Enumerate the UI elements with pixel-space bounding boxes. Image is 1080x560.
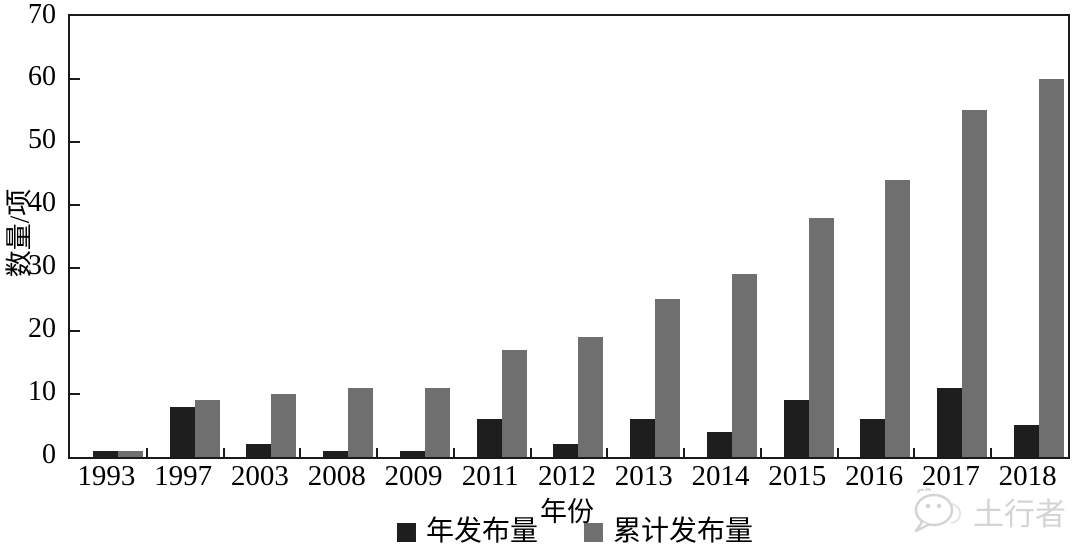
wechat-logo-icon bbox=[914, 488, 962, 533]
bar-annual-2016 bbox=[860, 419, 886, 457]
bar-annual-2017 bbox=[937, 388, 963, 457]
x-tick-label: 1993 bbox=[77, 460, 136, 492]
x-axis-tick bbox=[145, 448, 148, 457]
bar-cumulative-1997 bbox=[194, 400, 220, 457]
y-axis-tick bbox=[70, 141, 80, 143]
x-axis-tick bbox=[913, 448, 916, 457]
bar-cumulative-2009 bbox=[424, 388, 450, 457]
legend-label-cumulative: 累计发布量 bbox=[613, 516, 754, 547]
legend-item-cumulative: 累计发布量 bbox=[584, 518, 753, 546]
bar-annual-2013 bbox=[630, 419, 656, 457]
x-axis-title: 年份 bbox=[540, 497, 594, 527]
watermark-text: 土行者 bbox=[973, 496, 1066, 532]
bar-cumulative-2016 bbox=[885, 180, 911, 457]
bar-cumulative-2017 bbox=[962, 110, 988, 457]
x-tick-label: 1997 bbox=[154, 460, 213, 492]
x-tick-label: 2017 bbox=[921, 460, 980, 492]
x-axis-tick bbox=[990, 448, 993, 457]
y-axis-tick bbox=[70, 78, 80, 80]
x-axis-tick bbox=[836, 448, 839, 457]
legend-item-annual: 年发布量 bbox=[396, 516, 538, 547]
plot-area bbox=[68, 14, 1070, 459]
x-tick-label: 2016 bbox=[845, 460, 904, 492]
x-axis-tick bbox=[606, 448, 609, 457]
x-tick-label: 2013 bbox=[614, 460, 673, 492]
x-axis-tick bbox=[759, 448, 762, 457]
bar-annual-1993 bbox=[92, 451, 118, 457]
bar-cumulative-2012 bbox=[578, 337, 604, 457]
bar-annual-2008 bbox=[323, 451, 349, 457]
y-tick-label: 70 bbox=[28, 0, 56, 30]
x-tick-label: 2003 bbox=[230, 460, 289, 492]
y-axis-tick bbox=[70, 204, 80, 206]
x-tick-label: 2011 bbox=[461, 460, 519, 492]
x-tick-label: 2009 bbox=[384, 460, 443, 492]
y-tick-label: 60 bbox=[28, 61, 56, 92]
bar-cumulative-2011 bbox=[501, 350, 527, 457]
bar-annual-2003 bbox=[246, 444, 272, 457]
bar-cumulative-2018 bbox=[1039, 79, 1064, 457]
bar-annual-2009 bbox=[399, 451, 425, 457]
bar-annual-2014 bbox=[706, 432, 732, 457]
y-tick-label: 30 bbox=[28, 250, 56, 281]
x-axis-tick bbox=[452, 448, 455, 457]
bar-annual-1997 bbox=[169, 407, 195, 457]
y-tick-label: 20 bbox=[28, 313, 56, 344]
x-axis-tick bbox=[683, 448, 686, 457]
bar-annual-2018 bbox=[1014, 425, 1039, 457]
legend: 年发布量 累计发布量 bbox=[396, 516, 753, 547]
x-tick-label: 2018 bbox=[998, 460, 1057, 492]
y-axis-tick bbox=[70, 330, 80, 332]
legend-swatch-cumulative-icon bbox=[584, 522, 603, 542]
y-axis-tick bbox=[70, 393, 80, 395]
x-tick-label: 2008 bbox=[307, 460, 366, 492]
bar-cumulative-2008 bbox=[348, 388, 374, 457]
y-tick-label: 40 bbox=[28, 187, 56, 218]
x-tick-label: 2015 bbox=[768, 460, 827, 492]
bar-cumulative-2015 bbox=[808, 218, 834, 457]
bar-cumulative-1993 bbox=[117, 451, 143, 457]
bar-annual-2012 bbox=[553, 444, 579, 457]
bar-cumulative-2013 bbox=[655, 299, 681, 457]
legend-label-annual: 年发布量 bbox=[425, 516, 538, 547]
x-tick-label: 2012 bbox=[538, 460, 596, 492]
bar-cumulative-2003 bbox=[271, 394, 297, 457]
x-tick-label: 2014 bbox=[691, 460, 750, 492]
x-axis-tick bbox=[222, 448, 225, 457]
y-tick-label: 10 bbox=[28, 376, 56, 407]
x-axis-tick bbox=[299, 448, 302, 457]
x-axis-tick bbox=[376, 448, 379, 457]
legend-swatch-annual-icon bbox=[396, 522, 416, 542]
y-axis-tick bbox=[70, 267, 80, 269]
watermark: 土行者 bbox=[909, 488, 1066, 534]
y-tick-label: 0 bbox=[42, 439, 56, 470]
x-axis-tick bbox=[529, 448, 532, 457]
y-tick-label: 50 bbox=[28, 124, 56, 155]
bar-annual-2011 bbox=[476, 419, 502, 457]
bar-annual-2015 bbox=[783, 400, 809, 457]
bar-cumulative-2014 bbox=[731, 274, 757, 457]
